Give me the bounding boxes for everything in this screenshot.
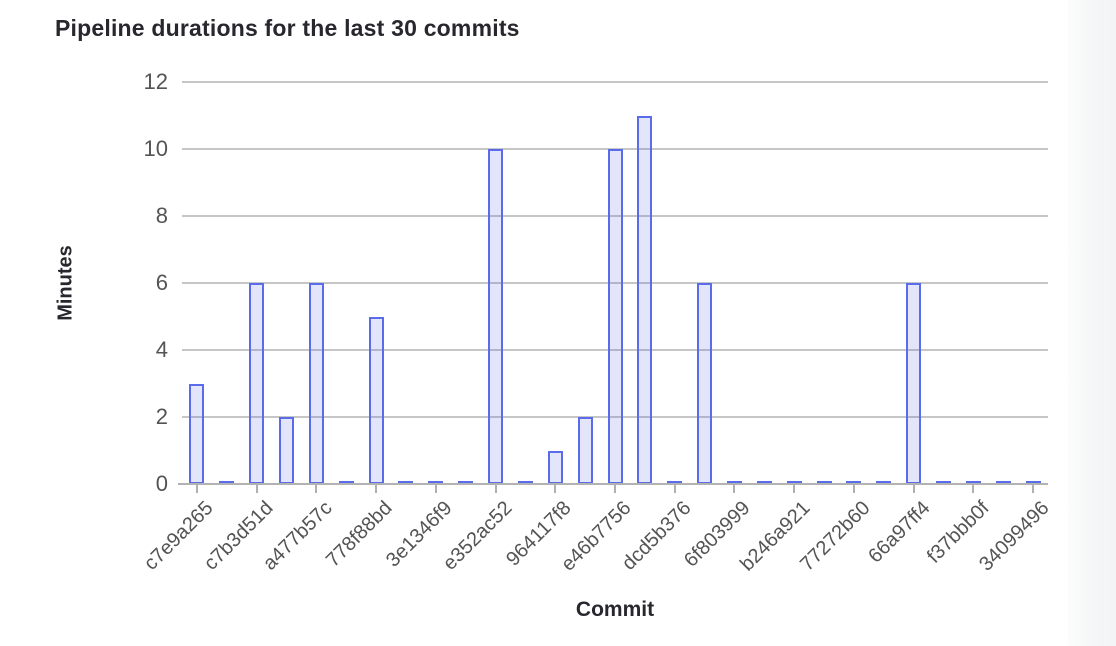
x-tick (972, 485, 975, 493)
bar[interactable] (577, 417, 593, 484)
x-tick (315, 485, 318, 493)
bar-zero[interactable] (846, 481, 862, 484)
right-gutter (1068, 0, 1116, 646)
y-tick-label: 6 (155, 270, 168, 295)
bar-zero[interactable] (517, 481, 533, 484)
x-tick (852, 485, 855, 493)
bar-zero[interactable] (935, 481, 951, 484)
bar[interactable] (249, 283, 265, 484)
bar-zero[interactable] (965, 481, 981, 484)
bar-zero[interactable] (428, 481, 444, 484)
x-tick (195, 485, 198, 493)
x-tick (554, 485, 557, 493)
gridline (182, 215, 1048, 217)
x-tick (375, 485, 378, 493)
bar[interactable] (189, 383, 205, 484)
x-tick (793, 485, 796, 493)
bar-zero[interactable] (756, 481, 772, 484)
bar-zero[interactable] (816, 481, 832, 484)
x-tick-label: 66a97ff4 (863, 497, 935, 568)
y-tick-label: 10 (143, 136, 168, 161)
bar[interactable] (488, 149, 504, 484)
plot-area (182, 81, 1048, 484)
bar-zero[interactable] (458, 481, 474, 484)
gridline (182, 81, 1048, 83)
bar[interactable] (547, 450, 563, 484)
x-tick (912, 485, 915, 493)
y-axis-title: Minutes (54, 245, 77, 321)
y-tick-label: 2 (155, 404, 168, 429)
bar[interactable] (308, 283, 324, 484)
bar-zero[interactable] (786, 481, 802, 484)
y-tick-label: 4 (155, 337, 168, 362)
y-tick-label: 0 (155, 471, 168, 496)
bar-zero[interactable] (876, 481, 892, 484)
gridline (182, 282, 1048, 284)
x-tick (434, 485, 437, 493)
bar[interactable] (906, 283, 922, 484)
bar[interactable] (607, 149, 623, 484)
y-tick-label: 8 (155, 203, 168, 228)
bar-zero[interactable] (1025, 481, 1041, 484)
gridline (182, 349, 1048, 351)
y-tick-label: 12 (143, 69, 168, 94)
bar-zero[interactable] (667, 481, 683, 484)
gridline (182, 416, 1048, 418)
chart-title: Pipeline durations for the last 30 commi… (55, 15, 520, 41)
bar-zero[interactable] (398, 481, 414, 484)
bar-zero[interactable] (338, 481, 354, 484)
bar-zero[interactable] (995, 481, 1011, 484)
bar[interactable] (279, 417, 295, 484)
x-tick (673, 485, 676, 493)
x-tick (494, 485, 497, 493)
bar-zero[interactable] (219, 481, 235, 484)
x-tick (1032, 485, 1035, 493)
bar-zero[interactable] (726, 481, 742, 484)
x-axis-line (178, 483, 1048, 485)
bar[interactable] (368, 316, 384, 484)
bar[interactable] (637, 115, 653, 484)
x-tick (733, 485, 736, 493)
x-axis-title: Commit (575, 598, 655, 621)
x-tick (255, 485, 258, 493)
bar[interactable] (697, 283, 713, 484)
x-tick (614, 485, 616, 493)
